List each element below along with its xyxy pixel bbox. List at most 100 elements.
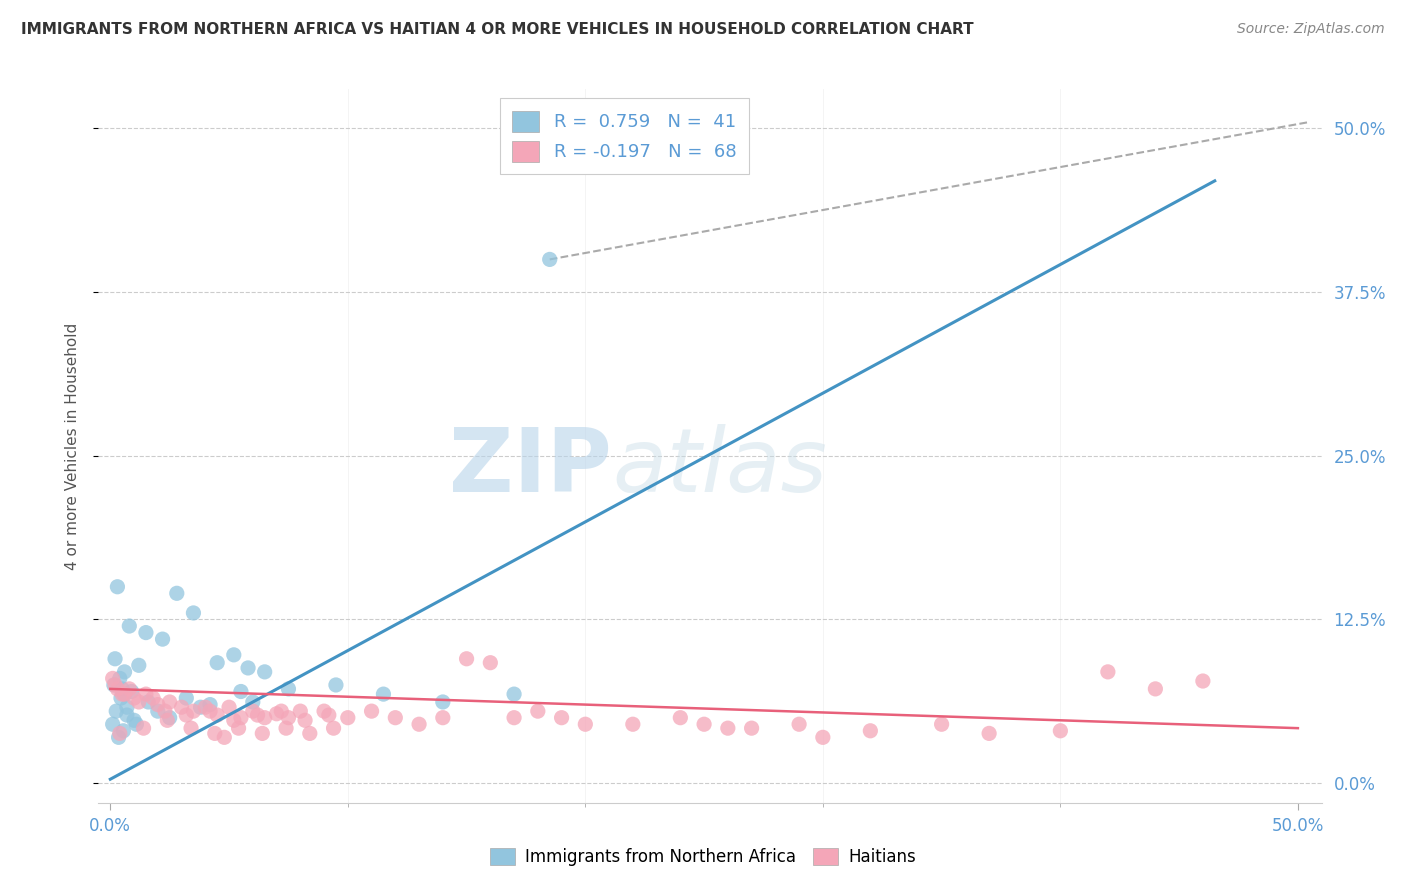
Point — [135, 687, 157, 701]
Point — [1049, 723, 1071, 738]
Point — [107, 731, 129, 745]
Text: IMMIGRANTS FROM NORTHERN AFRICA VS HAITIAN 4 OR MORE VEHICLES IN HOUSEHOLD CORRE: IMMIGRANTS FROM NORTHERN AFRICA VS HAITI… — [21, 22, 974, 37]
Point — [159, 695, 181, 709]
Point — [246, 708, 269, 723]
Point — [136, 695, 159, 709]
Point — [114, 687, 136, 701]
Point — [156, 714, 179, 728]
Point — [118, 681, 141, 696]
Point — [183, 704, 205, 718]
Point — [787, 717, 810, 731]
Point — [693, 717, 716, 731]
Point — [159, 711, 181, 725]
Point — [104, 678, 127, 692]
Point — [322, 721, 344, 735]
Point — [176, 691, 198, 706]
Point — [228, 721, 250, 735]
Point — [312, 704, 335, 718]
Point — [115, 708, 138, 723]
Text: Source: ZipAtlas.com: Source: ZipAtlas.com — [1237, 22, 1385, 37]
Point — [290, 704, 312, 718]
Point — [118, 619, 141, 633]
Point — [274, 721, 297, 735]
Point — [550, 711, 572, 725]
Point — [122, 691, 145, 706]
Point — [252, 726, 274, 740]
Point — [222, 648, 245, 662]
Point — [180, 721, 202, 735]
Point — [277, 681, 299, 696]
Point — [170, 700, 193, 714]
Point — [142, 691, 165, 706]
Point — [318, 708, 340, 723]
Point — [270, 704, 292, 718]
Point — [121, 684, 143, 698]
Point — [242, 695, 264, 709]
Point — [135, 625, 157, 640]
Point — [574, 717, 596, 731]
Point — [456, 652, 478, 666]
Text: atlas: atlas — [612, 425, 827, 510]
Point — [277, 711, 299, 725]
Point — [253, 665, 276, 679]
Point — [204, 726, 226, 740]
Point — [811, 731, 834, 745]
Point — [198, 698, 221, 712]
Point — [111, 687, 134, 701]
Y-axis label: 4 or more Vehicles in Household: 4 or more Vehicles in Household — [65, 322, 80, 570]
Point — [111, 681, 134, 696]
Point — [432, 695, 454, 709]
Point — [859, 723, 882, 738]
Point — [115, 700, 138, 714]
Point — [236, 661, 259, 675]
Point — [176, 708, 198, 723]
Point — [107, 580, 129, 594]
Point — [325, 678, 347, 692]
Point — [336, 711, 359, 725]
Point — [122, 714, 145, 728]
Point — [114, 687, 136, 701]
Point — [153, 704, 176, 718]
Point — [128, 695, 150, 709]
Point — [931, 717, 953, 731]
Point — [112, 723, 135, 738]
Point — [198, 704, 221, 718]
Point — [503, 711, 526, 725]
Point — [621, 717, 644, 731]
Point — [384, 711, 406, 725]
Point — [105, 704, 128, 718]
Point — [166, 586, 188, 600]
Point — [479, 656, 502, 670]
Point — [214, 731, 236, 745]
Point — [408, 717, 430, 731]
Point — [717, 721, 740, 735]
Point — [298, 726, 321, 740]
Point — [222, 714, 245, 728]
Point — [108, 726, 131, 740]
Point — [229, 711, 252, 725]
Point — [1144, 681, 1167, 696]
Point — [253, 711, 276, 725]
Point — [128, 658, 150, 673]
Point — [218, 700, 240, 714]
Point — [242, 704, 264, 718]
Point — [194, 700, 217, 714]
Point — [101, 672, 124, 686]
Point — [977, 726, 1000, 740]
Legend: R =  0.759   N =  41, R = -0.197   N =  68: R = 0.759 N = 41, R = -0.197 N = 68 — [499, 98, 749, 174]
Point — [205, 656, 228, 670]
Point — [125, 717, 148, 731]
Point — [266, 706, 288, 721]
Point — [132, 721, 155, 735]
Point — [114, 665, 136, 679]
Point — [294, 714, 316, 728]
Point — [432, 711, 454, 725]
Point — [503, 687, 526, 701]
Point — [1097, 665, 1119, 679]
Point — [101, 717, 124, 731]
Text: ZIP: ZIP — [450, 424, 612, 511]
Point — [146, 704, 169, 718]
Point — [104, 652, 127, 666]
Point — [103, 678, 125, 692]
Point — [107, 681, 129, 696]
